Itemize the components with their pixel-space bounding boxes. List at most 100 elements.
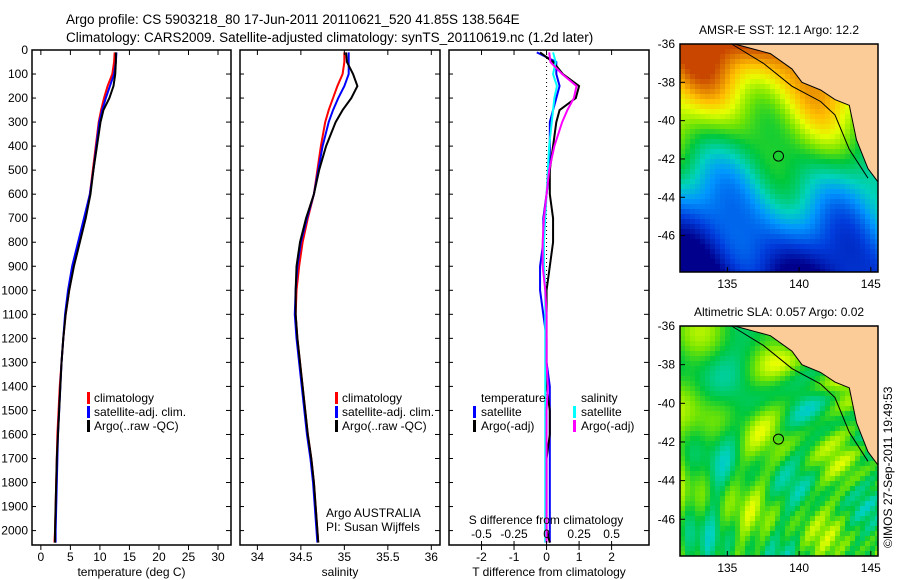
map-cell: [730, 84, 735, 89]
map-cell: [860, 501, 865, 506]
map-cell: [755, 124, 760, 129]
map-cell: [815, 486, 820, 491]
map-cell: [795, 244, 800, 249]
map-cell: [855, 219, 860, 224]
map-cell: [685, 269, 690, 272]
map-cell: [800, 244, 805, 249]
map-cell: [750, 234, 755, 239]
map-cell: [745, 184, 750, 189]
map-cell: [825, 381, 830, 386]
map-cell: [825, 416, 830, 421]
map-cell: [815, 164, 820, 169]
map-cell: [805, 456, 810, 461]
map-cell: [815, 204, 820, 209]
map-cell: [760, 356, 765, 361]
map-cell: [700, 486, 705, 491]
map-cell: [795, 386, 800, 391]
map-cell: [840, 426, 845, 431]
map-cell: [785, 506, 790, 511]
map-cell: [745, 436, 750, 441]
map-cell: [685, 351, 690, 356]
map-cell: [800, 264, 805, 269]
map-cell: [790, 476, 795, 481]
map-cell: [715, 331, 720, 336]
map-cell: [830, 551, 835, 556]
map-cell: [695, 249, 700, 254]
map-cell: [795, 189, 800, 194]
map-cell: [755, 466, 760, 471]
map-cell: [750, 264, 755, 269]
map-cell: [710, 254, 715, 259]
map-cell: [815, 94, 820, 99]
map-cell: [750, 456, 755, 461]
map-cell: [720, 421, 725, 426]
map-cell: [875, 521, 878, 526]
map-cell: [790, 229, 795, 234]
map-cell: [690, 119, 695, 124]
map-cell: [865, 264, 870, 269]
map-cell: [715, 264, 720, 269]
map-cell: [700, 134, 705, 139]
map-cell: [795, 99, 800, 104]
map-cell: [865, 466, 870, 471]
map-cell: [725, 169, 730, 174]
map-cell: [785, 531, 790, 536]
map-cell: [765, 104, 770, 109]
map-cell: [700, 501, 705, 506]
map-cell: [690, 64, 695, 69]
map-cell: [830, 521, 835, 526]
map-cell: [760, 426, 765, 431]
map-cell: [780, 269, 785, 272]
map-cell: [710, 441, 715, 446]
map-cell: [840, 124, 845, 129]
map-cell: [760, 396, 765, 401]
map-cell: [855, 461, 860, 466]
map-cell: [725, 179, 730, 184]
map-cell: [710, 461, 715, 466]
map-cell: [755, 471, 760, 476]
map-cell: [850, 264, 855, 269]
map-cell: [845, 129, 850, 134]
map-cell: [695, 244, 700, 249]
map-cell: [725, 79, 730, 84]
map-cell: [730, 356, 735, 361]
map-cell: [735, 491, 740, 496]
y-tick-label: 400: [8, 139, 28, 153]
map-cell: [720, 74, 725, 79]
map-cell: [725, 541, 730, 546]
map-cell: [790, 129, 795, 134]
map-cell: [690, 199, 695, 204]
map-cell: [680, 426, 685, 431]
map-cell: [690, 204, 695, 209]
map-cell: [820, 511, 825, 516]
map-cell: [795, 129, 800, 134]
map-cell: [730, 491, 735, 496]
map-cell: [705, 521, 710, 526]
map-cell: [680, 219, 685, 224]
map-cell: [680, 386, 685, 391]
map-cell: [830, 431, 835, 436]
map-cell: [775, 74, 780, 79]
map-cell: [730, 144, 735, 149]
map-cell: [730, 336, 735, 341]
bathymetry-contour: [731, 325, 869, 462]
map-cell: [700, 356, 705, 361]
annotation-line1: Argo AUSTRALIA: [326, 506, 421, 520]
map-cell: [760, 99, 765, 104]
map-cell: [795, 169, 800, 174]
map-cell: [680, 74, 685, 79]
map-cell: [775, 471, 780, 476]
map-cell: [835, 104, 840, 109]
map-cell: [690, 159, 695, 164]
map-cell: [835, 204, 840, 209]
map-cell: [775, 361, 780, 366]
map-cell: [800, 144, 805, 149]
map-cell: [765, 446, 770, 451]
map-cell: [745, 189, 750, 194]
map-cell: [850, 229, 855, 234]
map-cell: [685, 551, 690, 556]
map-cell: [835, 416, 840, 421]
map-cell: [745, 426, 750, 431]
map-cell: [865, 179, 870, 184]
map-cell: [730, 54, 735, 59]
